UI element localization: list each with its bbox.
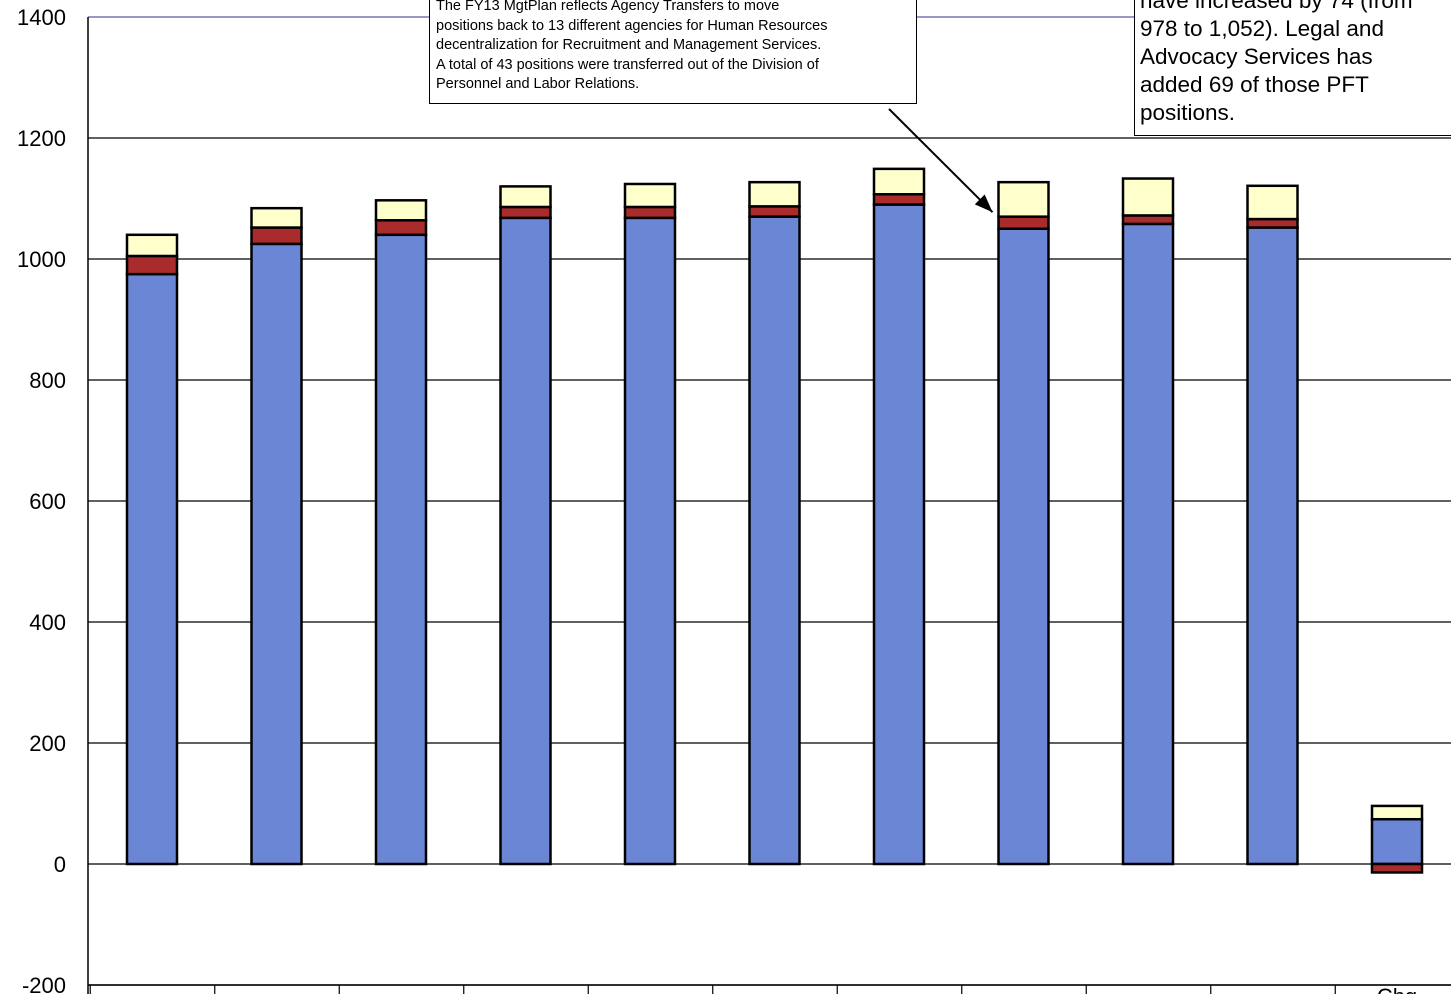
bar-segment xyxy=(250,242,303,866)
bar-segment xyxy=(997,180,1050,218)
bar-segment xyxy=(1370,862,1424,874)
bar-segment xyxy=(1121,214,1175,226)
bar-segment xyxy=(1246,226,1299,866)
bar-segment xyxy=(623,216,677,866)
bar-segment xyxy=(997,227,1050,866)
annotation-arrow xyxy=(888,108,994,213)
bar-segment xyxy=(1370,817,1424,866)
annotation-callout-pft-positions: have increased by 74 (from 978 to 1,052)… xyxy=(1134,0,1451,136)
bar-segment xyxy=(499,216,552,866)
bar-segment xyxy=(872,167,926,196)
bar-segment xyxy=(374,233,428,866)
annotation-callout-agency-transfers: The FY13 MgtPlan reflects Agency Transfe… xyxy=(429,0,917,104)
y-tick-label: 200 xyxy=(29,731,66,756)
annotation-line: A total of 43 positions were transferred… xyxy=(436,56,819,73)
bar-segment xyxy=(1121,177,1175,217)
bar-segment xyxy=(374,199,428,222)
x-tick-labels: Chg xyxy=(1377,984,1417,994)
y-tick-label: 1200 xyxy=(17,126,66,151)
bar-segment xyxy=(997,215,1050,230)
y-tick-label: 1400 xyxy=(17,5,66,30)
bars xyxy=(125,167,1424,874)
annotation-line: have increased by 74 (from xyxy=(1140,0,1413,13)
bar-segment xyxy=(748,205,801,218)
annotation-line: added 69 of those PFT xyxy=(1140,72,1369,97)
bar-segment xyxy=(499,185,552,209)
y-tick-label: 800 xyxy=(29,368,66,393)
bar-segment xyxy=(1246,184,1299,221)
annotation-arrow-line xyxy=(888,108,994,213)
annotation-line: positions back to 13 different agencies … xyxy=(436,17,828,34)
bar-segment xyxy=(125,233,179,258)
bar-segment xyxy=(872,193,926,206)
annotation-line: decentralization for Recruitment and Man… xyxy=(436,37,822,54)
annotation-line: 978 to 1,052). Legal and xyxy=(1140,16,1384,41)
bar-segment xyxy=(250,226,303,246)
bar-segment xyxy=(125,272,179,866)
annotation-line: Personnel and Labor Relations. xyxy=(436,76,640,93)
bar-segment xyxy=(748,180,801,208)
bar-segment xyxy=(872,203,926,866)
bar-segment xyxy=(250,206,303,229)
annotation-arrow-head xyxy=(974,194,993,213)
bar-segment xyxy=(748,215,801,866)
y-tick-label: -200 xyxy=(22,973,66,994)
bar-segment xyxy=(623,182,677,209)
annotation-line: The FY13 MgtPlan reflects Agency Transfe… xyxy=(436,0,780,14)
y-tick-label: 400 xyxy=(29,610,66,635)
axes xyxy=(87,17,1451,994)
x-tick-label: Chg xyxy=(1377,984,1417,994)
bar-segment xyxy=(374,219,428,237)
bar-segment xyxy=(1121,222,1175,866)
y-tick-label: 600 xyxy=(29,489,66,514)
y-tick-label: 0 xyxy=(54,852,66,877)
bar-segment xyxy=(1246,217,1299,229)
y-tick-labels: 1400 1200 1000 800 600 400 200 0 -200 xyxy=(17,5,66,994)
bar-segment xyxy=(499,205,552,220)
annotation-line: Advocacy Services has xyxy=(1140,44,1373,69)
annotation-line: positions. xyxy=(1140,100,1236,125)
bar-segment xyxy=(623,205,677,220)
bar-segment xyxy=(1370,804,1424,821)
y-tick-label: 1000 xyxy=(17,247,66,272)
bar-segment xyxy=(125,254,179,276)
